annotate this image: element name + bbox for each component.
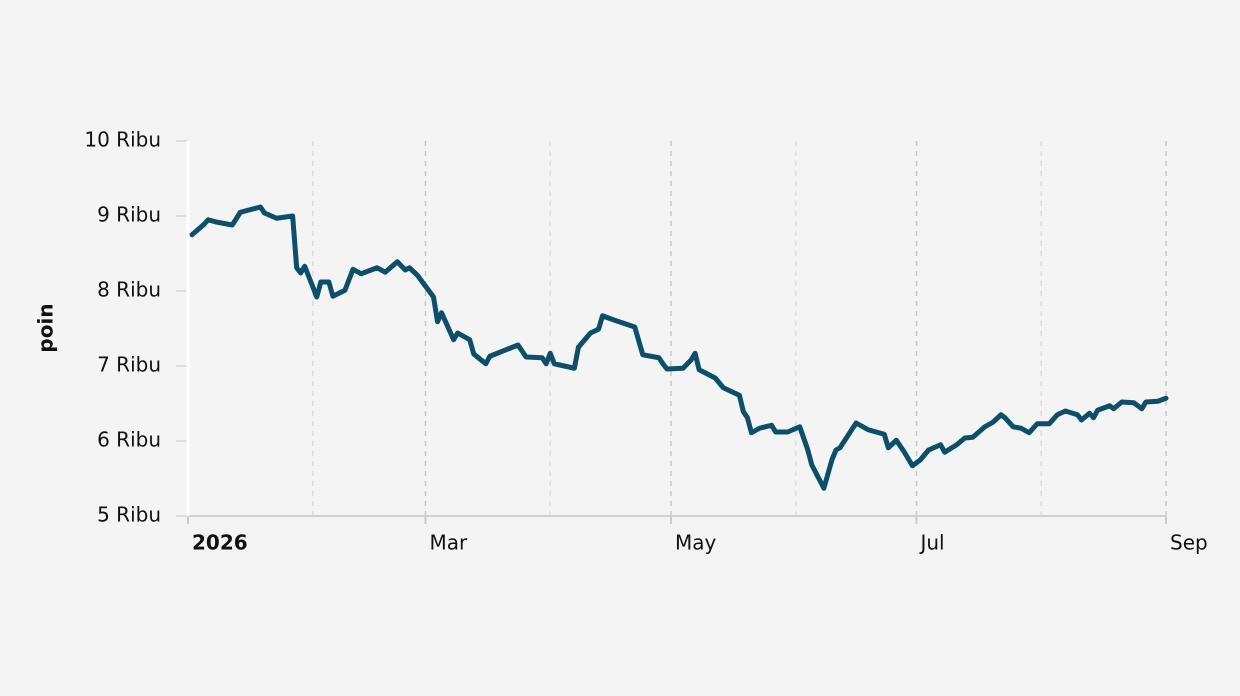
- y-tick-label: 7 Ribu: [97, 353, 161, 377]
- x-tick-label: Sep: [1170, 531, 1208, 555]
- y-tick-label: 5 Ribu: [97, 503, 161, 527]
- x-tick-label: 2026: [192, 531, 248, 555]
- y-axis-label: poin: [34, 303, 58, 352]
- y-tick-label: 6 Ribu: [97, 428, 161, 452]
- x-tick-label: May: [675, 531, 717, 555]
- y-tick-label: 10 Ribu: [84, 128, 161, 152]
- x-tick-label: Mar: [429, 531, 468, 555]
- y-tick-label: 9 Ribu: [97, 203, 161, 227]
- x-tick-label: Jul: [918, 531, 944, 555]
- line: [189, 204, 1169, 491]
- y-tick-label: 8 Ribu: [97, 278, 161, 302]
